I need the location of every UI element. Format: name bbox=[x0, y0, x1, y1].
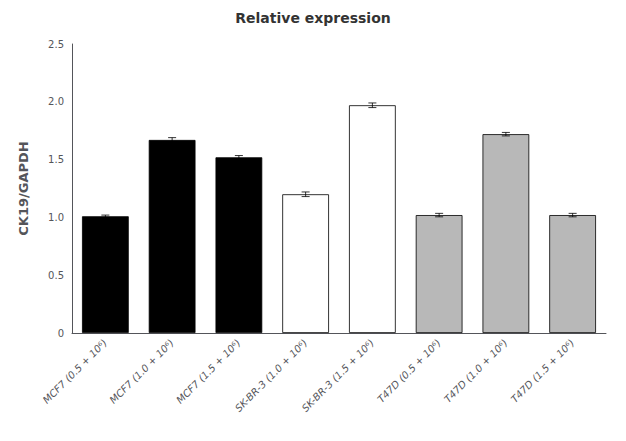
svg-text:T47D (1.5 + 10⁶): T47D (1.5 + 10⁶) bbox=[509, 337, 577, 405]
svg-text:Relative expression: Relative expression bbox=[235, 10, 391, 26]
svg-text:SK-BR-3 (1.0 + 10⁶): SK-BR-3 (1.0 + 10⁶) bbox=[233, 337, 310, 414]
svg-text:2.0: 2.0 bbox=[48, 96, 64, 107]
svg-text:0: 0 bbox=[58, 328, 64, 339]
svg-text:T47D (1.0 + 10⁶): T47D (1.0 + 10⁶) bbox=[442, 337, 510, 405]
svg-text:2.5: 2.5 bbox=[48, 39, 64, 50]
svg-text:MCF7 (1.0 + 10⁶): MCF7 (1.0 + 10⁶) bbox=[107, 337, 176, 406]
svg-text:0.5: 0.5 bbox=[48, 270, 64, 281]
svg-text:1.0: 1.0 bbox=[48, 212, 64, 223]
svg-text:MCF7 (0.5 + 10⁶): MCF7 (0.5 + 10⁶) bbox=[41, 337, 110, 406]
svg-text:MCF7 (1.5 + 10⁶): MCF7 (1.5 + 10⁶) bbox=[174, 337, 243, 406]
svg-text:1.5: 1.5 bbox=[48, 154, 64, 165]
svg-text:T47D (0.5 + 10⁶): T47D (0.5 + 10⁶) bbox=[375, 337, 443, 405]
svg-text:CK19/GAPDH: CK19/GAPDH bbox=[16, 141, 31, 235]
svg-text:SK-BR-3 (1.5 + 10⁶): SK-BR-3 (1.5 + 10⁶) bbox=[300, 337, 377, 414]
